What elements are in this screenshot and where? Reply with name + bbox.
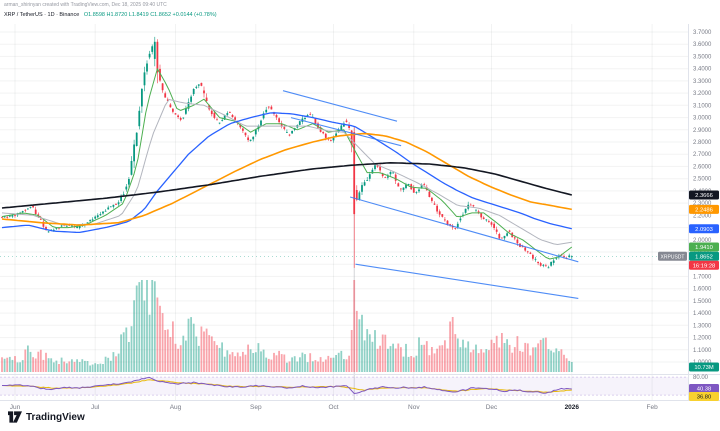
grid	[0, 24, 688, 400]
svg-text:1.1000: 1.1000	[693, 348, 712, 354]
svg-text:Sep: Sep	[250, 404, 262, 411]
svg-text:Aug: Aug	[170, 404, 182, 411]
svg-text:Jun: Jun	[10, 404, 21, 411]
ma-50-blue	[1, 112, 572, 234]
svg-text:3.4000: 3.4000	[693, 67, 712, 73]
volume-value: 10.73M	[694, 365, 714, 371]
watermark-attribution: arman_shirinyan created with TradingView…	[4, 2, 167, 8]
svg-text:1.4000: 1.4000	[693, 311, 712, 317]
last-price: 1.8652	[695, 255, 713, 261]
ma-200-black	[1, 162, 573, 209]
ma100-value: 2.2486	[695, 208, 713, 214]
rsi-line	[2, 376, 572, 395]
svg-text:3.7000: 3.7000	[693, 30, 712, 36]
time-axis[interactable]	[0, 401, 688, 415]
svg-text:Jul: Jul	[91, 404, 100, 411]
svg-text:1.3000: 1.3000	[693, 323, 712, 329]
svg-text:3.6000: 3.6000	[693, 42, 712, 48]
svg-text:3.1000: 3.1000	[693, 103, 712, 109]
candlestick-series	[1, 36, 573, 269]
svg-text:Feb: Feb	[646, 404, 658, 411]
svg-text:2.9000: 2.9000	[693, 128, 712, 134]
ema-value: 1.9410	[695, 245, 713, 251]
watermark: arman_shirinyan created with TradingView…	[4, 2, 217, 19]
ma-100-orange	[1, 132, 572, 226]
symbol-info-line: XRP / TetherUS · 1D · Binance O1.8598 H1…	[4, 11, 217, 19]
svg-text:2.0000: 2.0000	[693, 238, 712, 244]
bar-close-countdown: 16:19:28	[693, 264, 716, 270]
svg-text:Oct: Oct	[328, 404, 338, 411]
svg-text:Nov: Nov	[408, 404, 420, 411]
rsi-ma-value: 36.80	[697, 395, 712, 401]
moving-averages	[1, 68, 573, 260]
svg-text:1.2000: 1.2000	[693, 336, 712, 342]
svg-text:2.6000: 2.6000	[693, 164, 712, 170]
rsi-band-label: 80.00	[693, 375, 709, 381]
tradingview-logo[interactable]: TradingView	[8, 411, 85, 423]
axis-badges: 2.3666 2.2486 2.0903 1.9410 1.8652 16:19:28 XR…	[658, 190, 719, 401]
svg-text:2.8000: 2.8000	[693, 140, 712, 146]
svg-text:2.7000: 2.7000	[693, 152, 712, 158]
trend-channels[interactable]	[282, 90, 579, 299]
ohlc-values: O1.8598 H1.8720 L1.8419 C1.8652 +0.0144 …	[83, 11, 217, 18]
svg-text:Dec: Dec	[486, 404, 498, 411]
svg-text:3.2000: 3.2000	[693, 91, 712, 97]
svg-text:3.0000: 3.0000	[693, 116, 712, 122]
price-axis[interactable]	[689, 0, 720, 400]
tradingview-logo-icon	[8, 411, 22, 423]
ma200-value: 2.3666	[695, 193, 713, 199]
rsi-ma-line	[1, 379, 572, 393]
svg-text:1.7000: 1.7000	[693, 274, 712, 280]
volume-histogram	[1, 280, 573, 372]
svg-text:1.6000: 1.6000	[693, 287, 712, 293]
svg-text:2.5000: 2.5000	[693, 177, 712, 183]
symbol-name: XRP / TetherUS · 1D · Binance	[4, 11, 80, 18]
svg-text:2.2000: 2.2000	[693, 213, 712, 219]
tradingview-logo-text: TradingView	[26, 411, 85, 423]
ma50-value: 2.0903	[695, 227, 713, 233]
rsi-pane	[0, 376, 688, 396]
svg-text:3.3000: 3.3000	[693, 79, 712, 85]
svg-text:2026: 2026	[565, 404, 580, 411]
rsi-value: 40.38	[697, 387, 712, 393]
svg-text:2.3000: 2.3000	[693, 201, 712, 207]
symbol-price-label: XRPUSDT	[661, 255, 685, 261]
time-axis-labels: Jun Jul Aug Sep Oct Nov Dec 2026 Feb	[10, 404, 658, 411]
svg-text:3.5000: 3.5000	[693, 54, 712, 60]
svg-text:1.5000: 1.5000	[693, 299, 712, 305]
